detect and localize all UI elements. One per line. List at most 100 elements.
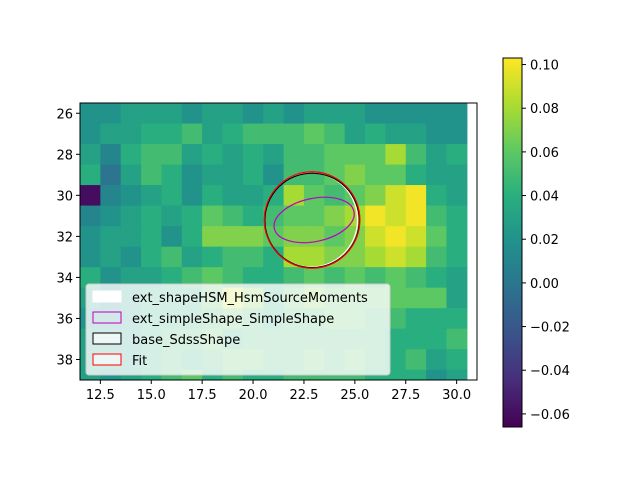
heatmap-cell	[385, 103, 407, 125]
colorbar-tick-label: 0.10	[530, 59, 559, 74]
heatmap-cell	[324, 123, 346, 145]
heatmap-cell	[161, 144, 183, 166]
heatmap-cell	[222, 123, 244, 145]
heatmap-cell	[426, 103, 448, 125]
heatmap-cell	[385, 205, 407, 227]
heatmap-cell	[426, 205, 448, 227]
heatmap-cell	[242, 226, 264, 248]
heatmap-cell	[242, 123, 264, 145]
heatmap-cell	[344, 144, 366, 166]
ellipse-fit	[263, 171, 361, 269]
heatmap-cell	[263, 164, 285, 186]
heatmap-cell	[100, 185, 122, 207]
heatmap-cell	[263, 205, 285, 227]
heatmap-cell	[202, 226, 224, 248]
heatmap-cell	[80, 144, 101, 166]
colorbar-gradient	[502, 57, 523, 428]
heatmap-cell	[283, 267, 305, 289]
heatmap-cell	[120, 164, 142, 186]
heatmap-cell	[141, 205, 163, 227]
heatmap-cell	[405, 226, 427, 248]
heatmap-cell	[385, 267, 407, 289]
heatmap-cell	[242, 267, 264, 289]
heatmap-cell	[344, 164, 366, 186]
heatmap-cell	[181, 267, 203, 289]
heatmap-cell	[80, 164, 101, 186]
heatmap-cell	[222, 267, 244, 289]
heatmap-cell	[365, 185, 386, 207]
colorbar-ticks: 0.10 0.08 0.06 0.04 0.02 0.00 −0.02 −0.04 −0.06	[522, 59, 570, 423]
heatmap-cell	[426, 267, 448, 289]
x-tick-label: 15.0	[137, 388, 166, 403]
x-tick-label: 20.0	[239, 388, 268, 403]
heatmap-cell	[303, 246, 325, 268]
heatmap-cell	[385, 349, 407, 371]
x-tick-label: 27.5	[391, 388, 420, 403]
legend-swatch-fit	[92, 353, 122, 366]
heatmap-cell	[263, 185, 285, 207]
heatmap-cell	[202, 144, 224, 166]
heatmap-cell	[141, 267, 163, 289]
heatmap-cell	[405, 287, 427, 309]
heatmap-cell	[161, 205, 183, 227]
heatmap-cell	[426, 164, 448, 186]
heatmap-cell	[365, 267, 386, 289]
heatmap-cell	[202, 164, 224, 186]
heatmap-cell	[385, 123, 407, 145]
heatmap-cell	[283, 185, 305, 207]
colorbar: 0.10 0.08 0.06 0.04 0.02 0.00 −0.02 −0.04 −0.06	[502, 57, 570, 428]
y-axis: 26 28 30 32 34 36 38	[56, 107, 80, 368]
legend-label-hsm: ext_shapeHSM_HsmSourceMoments	[132, 291, 368, 306]
heatmap-cell	[80, 205, 101, 227]
heatmap-cell	[385, 185, 407, 207]
legend-swatch-sdss	[92, 332, 122, 345]
heatmap-cell	[446, 226, 468, 248]
heatmap-cell	[242, 164, 264, 186]
heatmap-cell	[446, 267, 468, 289]
heatmap-cell	[100, 205, 122, 227]
heatmap-cell	[242, 144, 264, 166]
heatmap-cell	[446, 246, 468, 268]
heatmap-cell	[426, 123, 448, 145]
heatmap-cell	[446, 287, 468, 309]
heatmap-cell	[324, 246, 346, 268]
x-tick-label: 17.5	[188, 388, 217, 403]
heatmap-cell	[222, 226, 244, 248]
heatmap-cell	[202, 103, 224, 125]
heatmap-cell	[426, 328, 448, 350]
legend-item: base_SdssShape	[92, 332, 240, 348]
heatmap-cell	[303, 226, 325, 248]
heatmap-cell	[303, 185, 325, 207]
heatmap-cell	[263, 267, 285, 289]
heatmap-cell	[283, 205, 305, 227]
heatmap-cell	[181, 123, 203, 145]
heatmap-cell	[202, 185, 224, 207]
heatmap-cell	[426, 226, 448, 248]
heatmap-cell	[324, 205, 346, 227]
heatmap-cell	[181, 164, 203, 186]
heatmap-cell	[181, 226, 203, 248]
heatmap-cell	[385, 308, 407, 330]
heatmap-cell	[161, 246, 183, 268]
heatmap-cell	[283, 144, 305, 166]
legend: ext_shapeHSM_HsmSourceMoments ext_simple…	[85, 283, 391, 376]
heatmap-cell	[222, 185, 244, 207]
heatmap-cell	[446, 185, 468, 207]
colorbar-tick-label: 0.00	[530, 277, 559, 292]
heatmap-cell	[181, 103, 203, 125]
heatmap-cell	[385, 246, 407, 268]
heatmap-cell	[405, 369, 427, 380]
heatmap-cell	[446, 308, 468, 330]
heatmap-cell	[161, 267, 183, 289]
heatmap-cell	[181, 144, 203, 166]
heatmap-cell	[100, 267, 122, 289]
heatmap-cell	[344, 205, 366, 227]
heatmap-cell	[385, 144, 407, 166]
x-tick-label: 25.0	[340, 388, 369, 403]
colorbar-tick-label: 0.06	[530, 146, 559, 161]
heatmap-cell	[385, 328, 407, 350]
heatmap-cell	[80, 267, 101, 289]
heatmap-cell	[181, 185, 203, 207]
heatmap-cell	[263, 144, 285, 166]
heatmap-cell	[426, 246, 448, 268]
